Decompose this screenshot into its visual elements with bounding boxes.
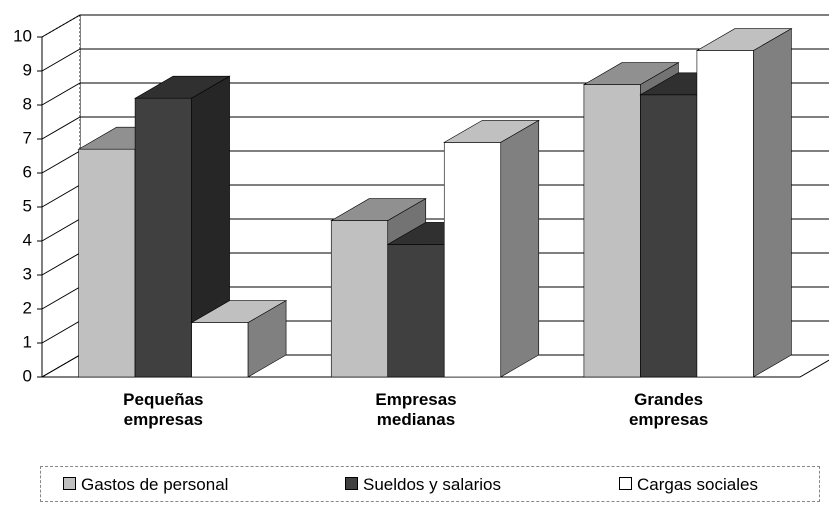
y-tick-label: 8 — [23, 94, 32, 113]
bar — [134, 97, 192, 378]
legend-swatch — [345, 477, 358, 490]
y-tick-label: 4 — [23, 230, 32, 249]
legend-label: Cargas sociales — [637, 475, 758, 494]
bar — [387, 244, 445, 378]
bar — [191, 322, 249, 378]
legend-swatch — [619, 477, 632, 490]
bar — [330, 220, 389, 378]
bar — [583, 84, 641, 378]
bar — [78, 148, 136, 378]
x-tick-label: Pequeñas empresas — [123, 390, 204, 429]
bar — [443, 142, 502, 378]
y-tick-label: 6 — [23, 162, 32, 181]
bar-side — [500, 119, 540, 378]
legend-swatch — [63, 477, 76, 490]
y-tick-label: 1 — [23, 332, 32, 351]
legend-item: Cargas sociales — [619, 475, 758, 495]
y-tick-label: 2 — [23, 298, 32, 317]
x-tick-label: Empresas medianas — [375, 390, 457, 429]
grid-line — [41, 82, 829, 106]
y-tick-label: 9 — [23, 60, 32, 79]
bar-side — [753, 28, 792, 378]
legend-item: Gastos de personal — [63, 475, 228, 495]
y-tick-label: 5 — [23, 196, 32, 215]
grid-line — [41, 48, 829, 72]
y-tick-label: 10 — [13, 26, 32, 45]
legend: Gastos de personal Sueldos y salarios Carg… — [40, 466, 820, 502]
y-tick-label: 7 — [23, 128, 32, 147]
legend-label: Gastos de personal — [81, 475, 229, 494]
y-tick-label: 0 — [23, 366, 32, 385]
bar-side — [247, 300, 287, 378]
legend-item: Sueldos y salarios — [345, 475, 501, 495]
y-tick-label: 3 — [23, 264, 32, 283]
x-tick-label: Grandes empresas — [628, 390, 709, 429]
bar — [640, 94, 698, 378]
legend-label: Sueldos y salarios — [363, 475, 501, 494]
bar — [696, 50, 754, 378]
grid-line — [41, 14, 829, 38]
